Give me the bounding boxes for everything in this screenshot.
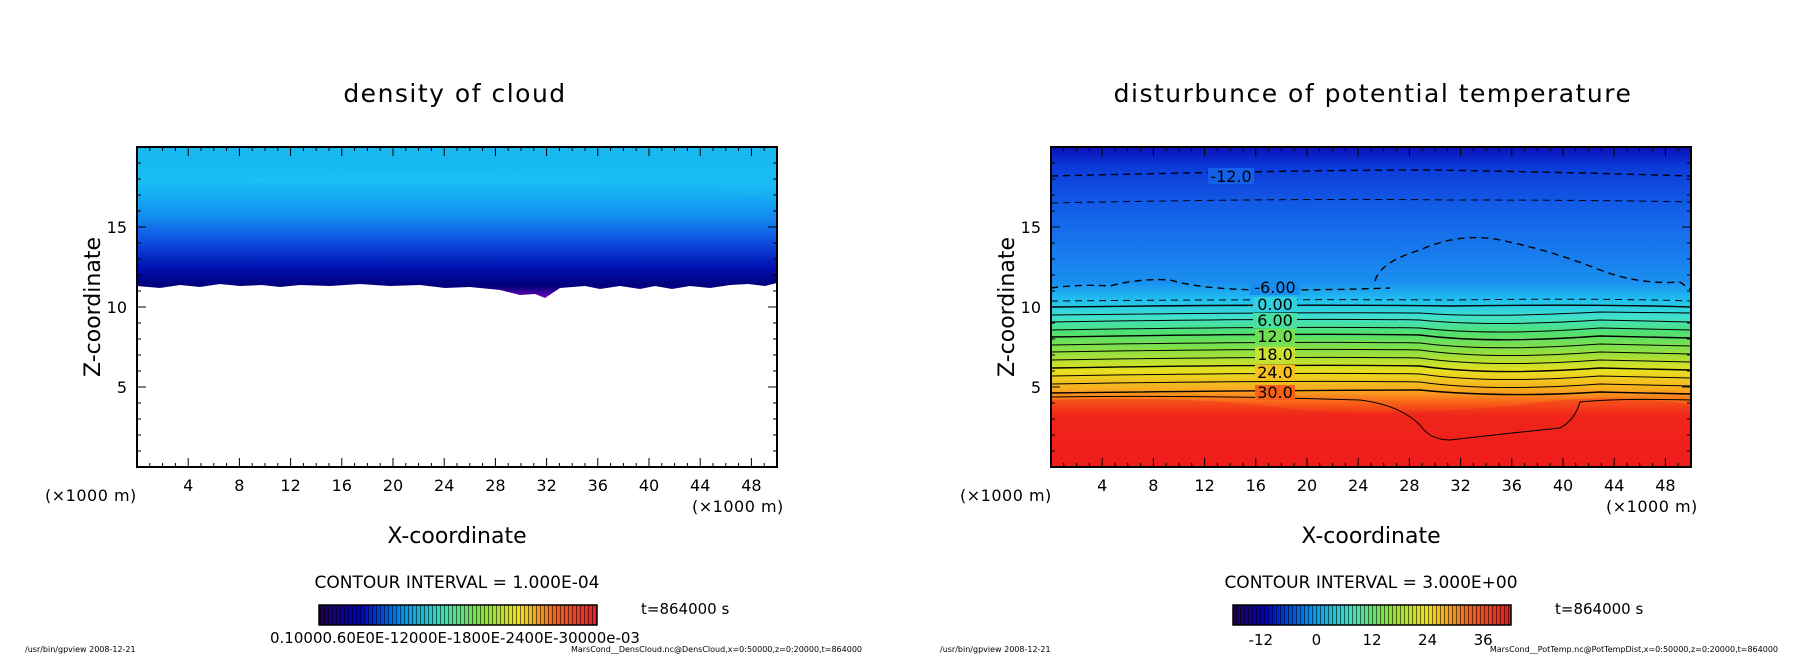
x-tick-label: 44: [690, 476, 710, 495]
contour-label-24: 24.0: [1257, 363, 1293, 382]
x-tick-label: 28: [1399, 476, 1419, 495]
footer-left-source: MarsCond__DensCloud.nc@DensCloud,x=0:500…: [571, 645, 862, 654]
colorbar-tick-label: -12: [1249, 631, 1274, 649]
x-axis-label-left: X-coordinate: [387, 524, 526, 549]
y-tick-label: 15: [1021, 218, 1041, 237]
x-tick-label: 16: [1246, 476, 1266, 495]
x-tick-label: 24: [434, 476, 454, 495]
footer-right-source: MarsCond__PotTemp.nc@PotTempDist,x=0:500…: [1490, 645, 1778, 654]
y-axis-label-right: Z-coordinate: [995, 237, 1020, 377]
y-tick-label: 15: [107, 218, 127, 237]
x-tick-label: 8: [234, 476, 244, 495]
plot-area-right: -12.0 -6.00 0.00 6.00 12.0 18.0 24.0 30.…: [1050, 146, 1692, 468]
x-tick-label: 4: [1097, 476, 1107, 495]
x-tick-label: 20: [1297, 476, 1317, 495]
colorbar-labels-left: 0.10000.60E0E-12000E-1800E-2400E-30000e-…: [270, 629, 640, 647]
time-label-right: t=864000 s: [1555, 600, 1643, 618]
contour-label-18: 18.0: [1257, 345, 1293, 364]
contour-labels: -12.0 -6.00 0.00 6.00 12.0 18.0 24.0 30.…: [1208, 167, 1300, 402]
y-axis-left: 5 10 15: [107, 162, 777, 452]
y-axis-label-left: Z-coordinate: [81, 237, 106, 377]
x-tick-label: 48: [1655, 476, 1675, 495]
contour-label-0: 0.00: [1257, 295, 1293, 314]
colorbar-tick-label: 36: [1474, 631, 1493, 649]
colorbar-left: [318, 604, 598, 626]
colorbar-tick-label: 12: [1362, 631, 1381, 649]
contour-label-minus-6: -6.00: [1254, 278, 1295, 297]
contour-lines: [1050, 169, 1692, 441]
panel-density-of-cloud: density of cloud 4 8 12 16 20 24 28 32 36 40 44 48 …: [25, 79, 862, 654]
colorbar-tick-label: 24: [1418, 631, 1437, 649]
x-axis-label-right: X-coordinate: [1301, 524, 1440, 549]
chart-title-left: density of cloud: [343, 79, 566, 108]
contour-interval-right: CONTOUR INTERVAL = 3.000E+00: [1224, 573, 1517, 593]
x-tick-label: 32: [1450, 476, 1470, 495]
x-axis-left: 4 8 12 16 20 24 28 32 36 40 44 48: [149, 147, 765, 495]
x-tick-label: 28: [485, 476, 505, 495]
x-tick-label: 4: [183, 476, 193, 495]
contour-label-12: 12.0: [1257, 327, 1293, 346]
y-unit-right: (×1000 m): [960, 486, 1052, 505]
x-tick-label: 44: [1604, 476, 1624, 495]
cloud-field: [137, 147, 777, 298]
y-tick-label: 10: [107, 298, 127, 317]
colorbar-ticks-right: -12 0 12 24 36: [1249, 631, 1493, 649]
x-unit-left: (×1000 m): [692, 497, 784, 516]
x-tick-label: 48: [741, 476, 761, 495]
x-tick-label: 8: [1148, 476, 1158, 495]
x-tick-label: 24: [1348, 476, 1368, 495]
y-tick-label: 10: [1021, 298, 1041, 317]
x-tick-label: 40: [639, 476, 659, 495]
colorbar-right: [1232, 604, 1512, 626]
y-unit-left: (×1000 m): [45, 486, 137, 505]
x-unit-right: (×1000 m): [1606, 497, 1698, 516]
plot-area-left: [136, 146, 778, 468]
contour-interval-left: CONTOUR INTERVAL = 1.000E-04: [315, 573, 600, 593]
y-axis-right: 5 10 15: [1021, 162, 1691, 452]
x-tick-label: 36: [1502, 476, 1522, 495]
footer-left-program: /usr/bin/gpview 2008-12-21: [25, 645, 136, 654]
y-tick-label: 5: [1031, 378, 1041, 397]
x-tick-label: 12: [1194, 476, 1214, 495]
x-tick-label: 12: [280, 476, 300, 495]
footer-right-program: /usr/bin/gpview 2008-12-21: [940, 645, 1051, 654]
x-tick-label: 16: [332, 476, 352, 495]
chart-title-right: disturbunce of potential temperature: [1114, 79, 1633, 108]
panel-potential-temperature: disturbunce of potential temperature: [940, 79, 1778, 654]
colorbar-tick-label: 0: [1312, 631, 1322, 649]
x-tick-label: 36: [588, 476, 608, 495]
contour-label-6: 6.00: [1257, 311, 1293, 330]
x-axis-right: 4 8 12 16 20 24 28 32 36 40 44 48: [1063, 147, 1679, 495]
y-tick-label: 5: [117, 378, 127, 397]
x-tick-label: 32: [536, 476, 556, 495]
x-tick-label: 40: [1553, 476, 1573, 495]
x-tick-label: 20: [383, 476, 403, 495]
time-label-left: t=864000 s: [641, 600, 729, 618]
contour-label-30: 30.0: [1257, 383, 1293, 402]
contour-label-minus-12: -12.0: [1210, 167, 1251, 186]
